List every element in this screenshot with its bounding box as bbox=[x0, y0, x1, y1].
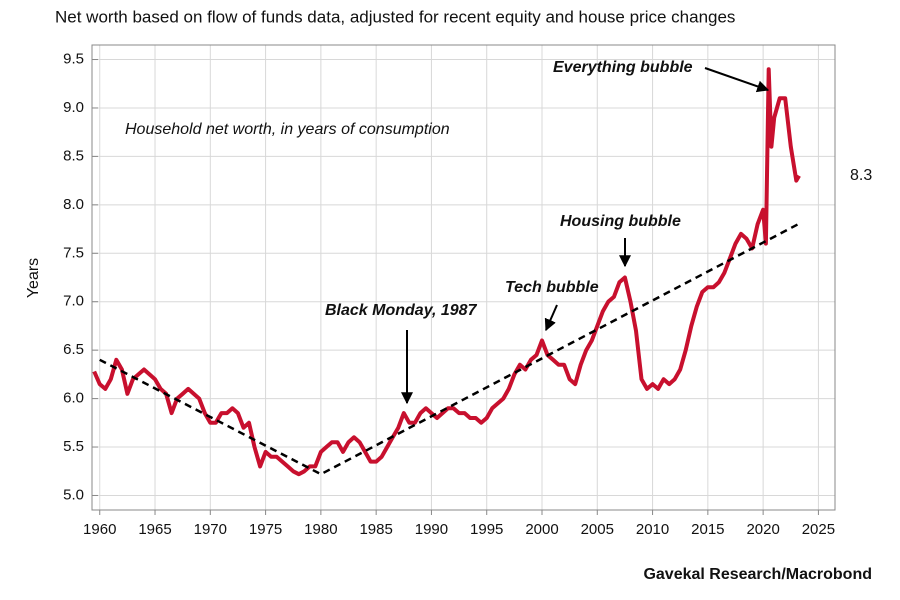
annotation: Everything bubble bbox=[553, 59, 693, 76]
x-tick-label: 2000 bbox=[525, 521, 558, 538]
annotation: Tech bubble bbox=[505, 279, 599, 296]
source: Gavekal Research/Macrobond bbox=[643, 566, 872, 583]
y-tick-label: 6.5 bbox=[63, 341, 84, 358]
x-tick-label: 2020 bbox=[746, 521, 779, 538]
x-tick-label: 1995 bbox=[470, 521, 503, 538]
x-tick-label: 2025 bbox=[802, 521, 835, 538]
y-tick-label: 8.5 bbox=[63, 147, 84, 164]
x-tick-label: 1980 bbox=[304, 521, 337, 538]
y-axis-label: Years bbox=[25, 258, 42, 298]
x-tick-label: 1985 bbox=[359, 521, 392, 538]
x-tick-label: 2005 bbox=[581, 521, 614, 538]
series-label: Household net worth, in years of consump… bbox=[125, 121, 450, 138]
x-tick-label: 2010 bbox=[636, 521, 669, 538]
y-tick-label: 9.5 bbox=[63, 51, 84, 68]
trend-line bbox=[99, 221, 803, 476]
plot-border bbox=[91, 44, 836, 511]
x-tick-label: 1970 bbox=[194, 521, 227, 538]
annotation-arrow bbox=[544, 304, 558, 332]
end-label: 8.3 bbox=[850, 167, 872, 184]
y-tick-label: 8.0 bbox=[63, 196, 84, 213]
x-tick-label: 1975 bbox=[249, 521, 282, 538]
x-tick-label: 1965 bbox=[138, 521, 171, 538]
y-tick-label: 7.5 bbox=[63, 244, 84, 261]
y-tick-label: 9.0 bbox=[63, 99, 84, 116]
y-tick-label: 5.5 bbox=[63, 438, 84, 455]
y-tick-label: 5.0 bbox=[63, 486, 84, 503]
y-tick-label: 6.0 bbox=[63, 390, 84, 407]
x-tick-label: 1990 bbox=[415, 521, 448, 538]
annotation: Black Monday, 1987 bbox=[325, 302, 478, 319]
y-tick-label: 7.0 bbox=[63, 293, 84, 310]
annotation: Housing bubble bbox=[560, 213, 681, 230]
chart-title: Net worth based on flow of funds data, a… bbox=[55, 7, 735, 26]
annotation-arrow bbox=[704, 67, 770, 93]
series-line bbox=[92, 67, 801, 477]
x-tick-label: 1960 bbox=[83, 521, 116, 538]
x-tick-label: 2015 bbox=[691, 521, 724, 538]
